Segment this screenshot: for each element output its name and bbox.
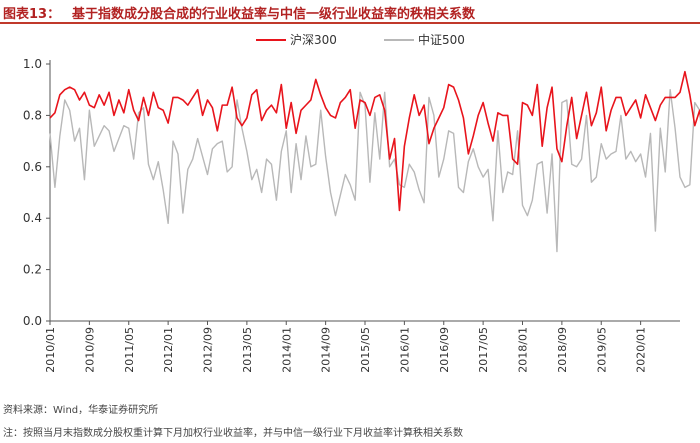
- x-tick-label: 2010/01: [44, 327, 57, 373]
- y-tick-label: 0.8: [23, 108, 42, 122]
- x-tick-label: 2019/05: [595, 327, 608, 373]
- x-tick-label: 2012/09: [202, 327, 215, 373]
- legend-label-hs300: 沪深300: [290, 33, 337, 47]
- x-tick-label: 2012/01: [162, 327, 175, 373]
- source-note: 资料来源：Wind，华泰证券研究所: [3, 405, 159, 416]
- figure-header: 图表13： 基于指数成分股合成的行业收益率与中信一级行业收益率的秩相关系数: [0, 0, 700, 24]
- x-tick-label: 2015/05: [359, 327, 372, 373]
- x-tick-label: 2010/09: [83, 327, 96, 373]
- series-line-hs300: [49, 70, 700, 212]
- y-tick-label: 0.4: [23, 211, 42, 225]
- chart-axes: 0.0 0.2 0.4 0.6 0.8 1.0 2010/01 2010/09 2011/05 2…: [23, 57, 680, 373]
- figure-title: 基于指数成分股合成的行业收益率与中信一级行业收益率的秩相关系数: [72, 7, 476, 22]
- y-tick-label: 0.2: [23, 263, 42, 277]
- y-tick-label: 1.0: [23, 57, 42, 71]
- x-tick-label: 2018/01: [517, 327, 530, 373]
- footnote: 注：按照当月末指数成分股权重计算下月加权行业收益率，并与中信一级行业下月收益率计…: [3, 428, 463, 439]
- line-chart: 沪深300 中证500 0.0 0.2 0.4 0.6 0.8 1.0 2010/01 201…: [23, 32, 700, 373]
- x-tick-label: 2016/01: [398, 327, 411, 373]
- chart-legend: 沪深300 中证500: [256, 32, 465, 47]
- x-tick-label: 2016/09: [438, 327, 451, 373]
- x-tick-label: 2013/05: [241, 327, 254, 373]
- legend-label-zz500: 中证500: [418, 32, 465, 47]
- x-tick-label: 2014/09: [320, 327, 333, 373]
- x-tick-label: 2011/05: [123, 327, 136, 373]
- x-tick-label: 2018/09: [556, 327, 569, 373]
- figure-label: 图表13：: [3, 7, 61, 22]
- x-tick-label: 2014/01: [280, 327, 293, 373]
- chart-series: [49, 70, 700, 253]
- series-line-zz500: [49, 89, 700, 253]
- x-tick-label: 2020/01: [635, 327, 648, 373]
- y-tick-label: 0.0: [23, 314, 42, 328]
- x-tick-label: 2017/05: [477, 327, 490, 373]
- y-tick-label: 0.6: [23, 160, 42, 174]
